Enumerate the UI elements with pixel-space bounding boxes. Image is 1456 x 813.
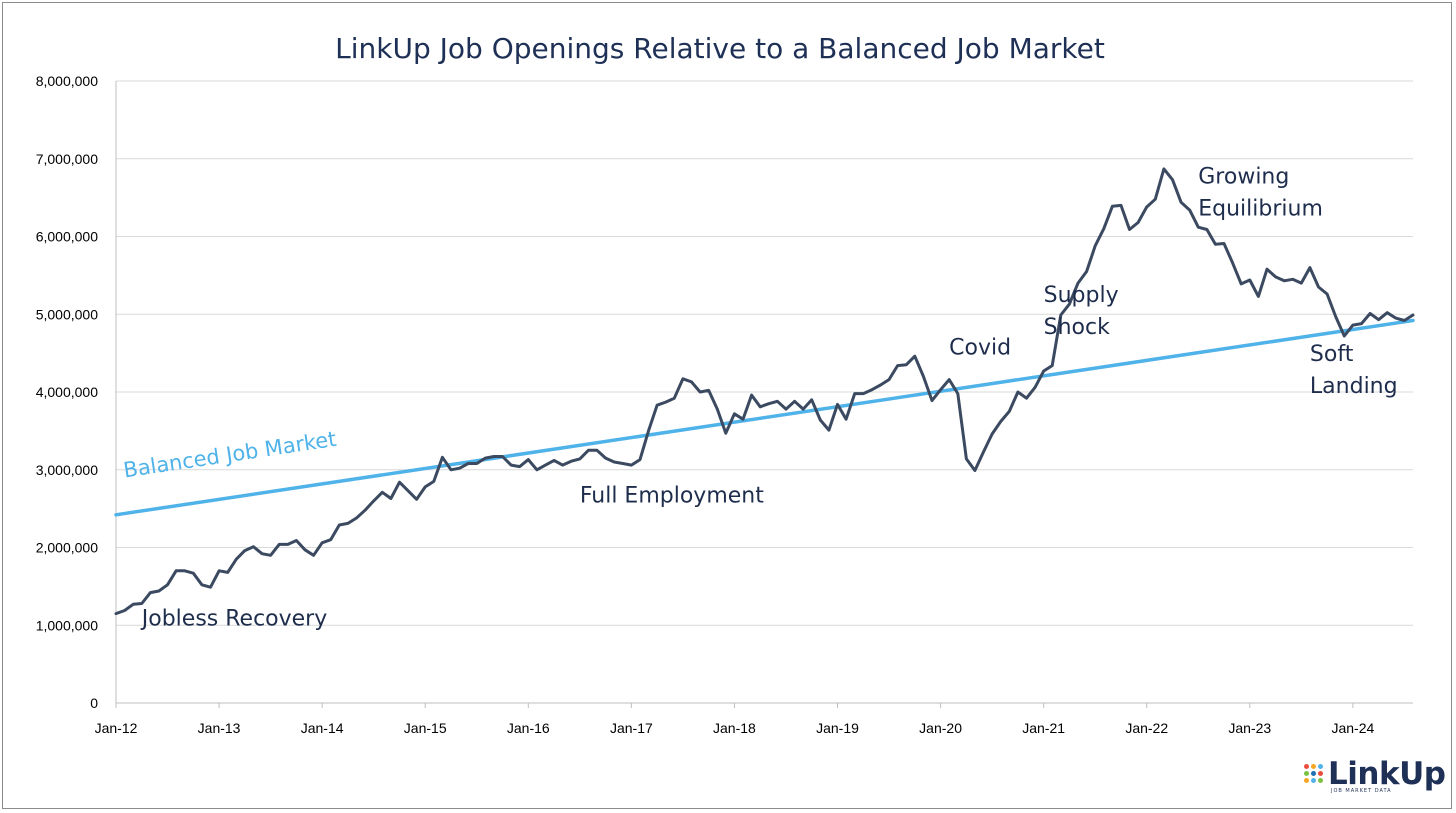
annotation-label: Balanced Job Market <box>122 427 338 483</box>
x-tick-label: Jan-22 <box>1125 720 1168 736</box>
series-layer <box>114 167 1415 616</box>
y-axis-tick-labels: 0 1,000,000 2,000,000 3,000,000 4,000,000 5,0… <box>36 73 99 711</box>
annotations: Balanced Job Market Jobless Recovery Full … <box>122 165 1398 632</box>
annotation-label: Growing Equilibrium <box>1198 165 1323 222</box>
x-axis-tick-labels: Jan-12 Jan-13 Jan-14 Jan-15 Jan-16 Jan-17 Jan-… <box>95 703 1374 736</box>
x-tick-label: Jan-18 <box>713 720 756 736</box>
y-tick-label: 4,000,000 <box>36 384 98 400</box>
logo-dot <box>1304 771 1309 776</box>
x-tick-label: Jan-15 <box>404 720 447 736</box>
x-tick-label: Jan-12 <box>95 720 138 736</box>
y-tick-label: 0 <box>90 695 98 711</box>
balanced-job-market-line <box>114 318 1415 517</box>
logo-dot <box>1304 778 1309 783</box>
chart-title: LinkUp Job Openings Relative to a Balanc… <box>335 32 1105 65</box>
logo-dot <box>1318 778 1323 783</box>
y-tick-label: 3,000,000 <box>36 462 98 478</box>
y-tick-label: 5,000,000 <box>36 306 98 322</box>
annotation-label: Soft Landing <box>1310 342 1398 399</box>
x-tick-label: Jan-20 <box>919 720 962 736</box>
gridlines <box>116 80 1413 626</box>
x-tick-label: Jan-21 <box>1022 720 1065 736</box>
logo-dot <box>1311 778 1316 783</box>
logo-dot <box>1318 771 1323 776</box>
x-tick-label: Jan-14 <box>301 720 344 736</box>
logo-tagline: JOB MARKET DATA <box>1331 788 1392 794</box>
x-tick-label: Jan-13 <box>198 720 241 736</box>
logo-dot <box>1311 771 1316 776</box>
y-tick-label: 7,000,000 <box>36 151 98 167</box>
logo-dot <box>1304 764 1309 769</box>
logo-dot <box>1311 764 1316 769</box>
job-openings-line <box>114 167 1415 616</box>
annotation-label: Supply Shock <box>1044 283 1119 340</box>
y-tick-label: 6,000,000 <box>36 229 98 245</box>
logo-dots-icon <box>1304 764 1326 786</box>
annotation-label: Full Employment <box>580 483 764 508</box>
logo-wordmark: LinkUp <box>1328 756 1446 792</box>
y-tick-label: 1,000,000 <box>36 617 98 633</box>
axes <box>115 81 1413 704</box>
x-tick-label: Jan-19 <box>816 720 859 736</box>
y-tick-label: 8,000,000 <box>36 73 98 89</box>
logo-dot <box>1318 764 1323 769</box>
x-tick-label: Jan-24 <box>1331 720 1374 736</box>
linkup-logo: LinkUp JOB MARKET DATA <box>1300 756 1446 800</box>
y-tick-label: 2,000,000 <box>36 540 98 556</box>
x-tick-label: Jan-16 <box>507 720 550 736</box>
annotation-label: Jobless Recovery <box>140 606 328 631</box>
x-tick-label: Jan-23 <box>1228 720 1271 736</box>
annotation-label: Covid <box>949 336 1011 361</box>
x-tick-label: Jan-17 <box>610 720 653 736</box>
